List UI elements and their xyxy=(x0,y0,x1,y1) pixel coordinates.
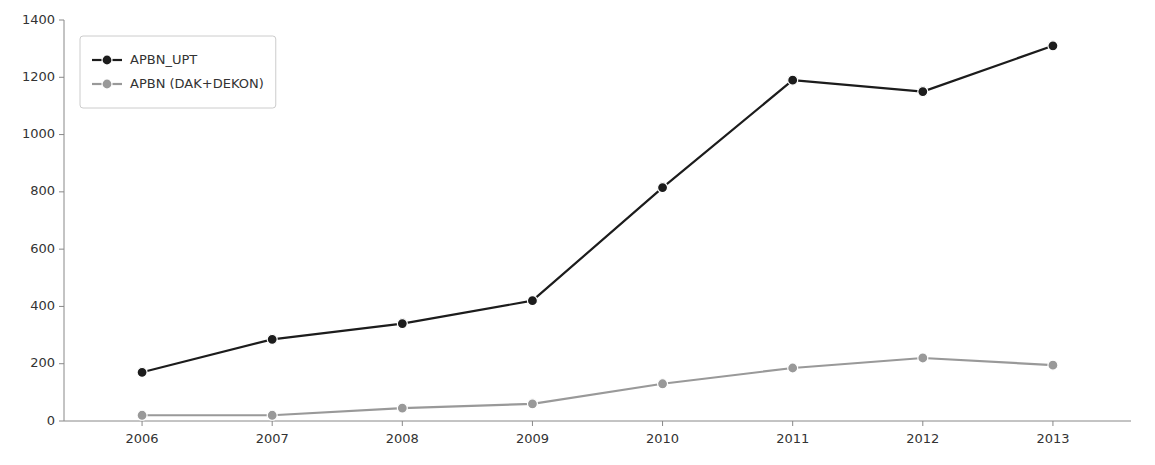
x-tick xyxy=(662,421,663,426)
series-marker xyxy=(397,319,407,329)
series-marker xyxy=(788,363,798,373)
y-tick-label: 800 xyxy=(30,183,55,198)
x-tick xyxy=(792,421,793,426)
y-tick xyxy=(59,363,64,364)
series-marker xyxy=(918,87,928,97)
y-tick xyxy=(59,77,64,78)
y-tick xyxy=(59,134,64,135)
x-tick-label: 2007 xyxy=(256,431,289,446)
y-tick xyxy=(59,191,64,192)
legend: APBN_UPT APBN (DAK+DEKON) xyxy=(80,36,276,108)
series-marker xyxy=(527,399,537,409)
legend-swatch-marker xyxy=(102,55,112,65)
series-marker xyxy=(137,367,147,377)
y-tick-label: 1200 xyxy=(22,69,55,84)
x-tick xyxy=(532,421,533,426)
y-tick-label: 200 xyxy=(30,355,55,370)
axes: 0 200 400 600 800 1000 1200 1400 2006 2007 2008 200… xyxy=(22,12,1131,447)
chart-svg: 0 200 400 600 800 1000 1200 1400 2006 2007 2008 200… xyxy=(0,0,1155,465)
x-tick-label: 2006 xyxy=(126,431,159,446)
y-tick-label: 0 xyxy=(47,413,55,428)
y-axis-line xyxy=(64,20,65,421)
x-axis-line xyxy=(64,421,1131,422)
y-tick-label: 400 xyxy=(30,298,55,313)
series-marker xyxy=(527,296,537,306)
series-marker xyxy=(267,410,277,420)
x-tick-label: 2011 xyxy=(776,431,809,446)
legend-swatch-marker xyxy=(102,79,112,89)
x-tick-label: 2009 xyxy=(516,431,549,446)
x-tick-label: 2013 xyxy=(1036,431,1069,446)
y-tick-label: 1400 xyxy=(22,12,55,27)
series-marker xyxy=(137,410,147,420)
y-tick xyxy=(59,421,64,422)
legend-label: APBN_UPT xyxy=(130,52,197,67)
y-tick-label: 1000 xyxy=(22,126,55,141)
series-line xyxy=(142,358,1053,415)
legend-frame xyxy=(80,36,276,108)
chart-container: 0 200 400 600 800 1000 1200 1400 2006 2007 2008 200… xyxy=(0,0,1155,465)
series-marker xyxy=(658,379,668,389)
y-tick xyxy=(59,306,64,307)
x-tick-label: 2010 xyxy=(646,431,679,446)
x-tick-label: 2012 xyxy=(906,431,939,446)
legend-item: APBN (DAK+DEKON) xyxy=(92,76,264,91)
series-marker xyxy=(918,353,928,363)
series-marker xyxy=(397,403,407,413)
series-marker xyxy=(267,334,277,344)
legend-item: APBN_UPT xyxy=(92,52,197,67)
y-tick-label: 600 xyxy=(30,241,55,256)
x-tick-label: 2008 xyxy=(386,431,419,446)
x-tick xyxy=(922,421,923,426)
series-marker xyxy=(1048,360,1058,370)
series-marker xyxy=(1048,41,1058,51)
legend-label: APBN (DAK+DEKON) xyxy=(130,76,264,91)
y-tick xyxy=(59,20,64,21)
y-tick xyxy=(59,249,64,250)
series-line xyxy=(142,46,1053,373)
series-marker xyxy=(658,183,668,193)
series-marker xyxy=(788,75,798,85)
x-tick xyxy=(1052,421,1053,426)
x-tick xyxy=(272,421,273,426)
x-tick xyxy=(402,421,403,426)
x-tick xyxy=(142,421,143,426)
